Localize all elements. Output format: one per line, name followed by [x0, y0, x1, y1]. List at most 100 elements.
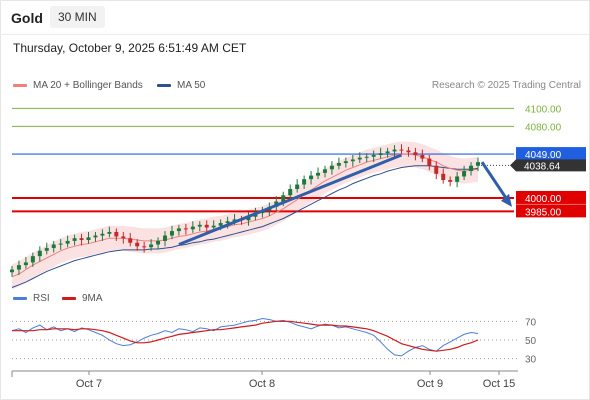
candle-body	[30, 256, 35, 263]
candle-body	[218, 223, 223, 226]
instrument-title: Gold	[11, 10, 43, 26]
candle	[322, 165, 327, 178]
candle	[420, 149, 425, 163]
candle-body	[329, 165, 334, 170]
candle	[44, 242, 49, 255]
candle-body	[100, 233, 105, 236]
candle-body	[357, 157, 362, 160]
x-tick-label: Oct 8	[249, 378, 275, 390]
candle	[302, 175, 307, 189]
candle-body	[232, 219, 237, 222]
candle-body	[65, 240, 70, 244]
candle	[476, 157, 480, 172]
candle-body	[420, 154, 425, 159]
candle-body	[316, 172, 321, 176]
candle	[295, 179, 300, 193]
candle-body	[469, 165, 474, 172]
candle-body	[441, 173, 446, 181]
candle	[378, 147, 383, 159]
candle-body	[364, 156, 369, 158]
ma50-legend-label: MA 50	[177, 80, 206, 91]
ma20-swatch	[13, 84, 27, 87]
candle-body	[434, 165, 439, 174]
candle-body	[183, 228, 188, 230]
candle-body	[288, 189, 293, 196]
candle-body	[72, 238, 77, 241]
candle-body	[406, 150, 411, 153]
candle-body	[79, 238, 84, 241]
candle	[288, 184, 293, 201]
candle-body	[385, 151, 390, 154]
candle-body	[350, 159, 355, 162]
candle-body	[44, 248, 49, 251]
candle-body	[51, 244, 56, 249]
candle	[149, 239, 154, 251]
candle-body	[309, 175, 314, 180]
candle	[72, 234, 77, 246]
rsi-tick-70: 70	[525, 317, 537, 328]
legend-ma50: MA 50	[157, 80, 205, 91]
candle-body	[281, 195, 286, 202]
candle	[58, 239, 63, 250]
candle-body	[343, 161, 348, 164]
candle	[406, 146, 411, 157]
candle	[190, 221, 195, 233]
level-label-4049.00: 4049.00	[525, 150, 562, 161]
level-label-4080.00: 4080.00	[525, 122, 562, 133]
trendline	[178, 153, 403, 246]
candle-body	[399, 149, 404, 151]
candle-body	[455, 176, 460, 182]
candle	[107, 226, 112, 238]
candle	[51, 240, 56, 253]
bollinger-band	[12, 141, 478, 290]
forecast-arrow-head	[501, 193, 512, 207]
candle	[93, 231, 98, 242]
candle-body	[246, 216, 251, 221]
candle	[434, 161, 439, 180]
candle-body	[427, 158, 432, 166]
rsi-ma-line	[12, 320, 479, 352]
candle	[100, 229, 105, 241]
timeframe-badge[interactable]: 30 MIN	[50, 6, 105, 28]
candle	[350, 154, 355, 167]
candle	[364, 153, 369, 163]
candle	[86, 231, 91, 244]
candle	[10, 265, 14, 277]
candle-body	[371, 154, 376, 157]
candle-body	[86, 237, 91, 241]
header-divider	[0, 34, 590, 35]
level-tag-3985.00	[516, 204, 586, 218]
candle-body	[135, 242, 140, 247]
candle-body	[10, 269, 14, 273]
x-tick-label: Oct 9	[417, 378, 443, 390]
candle	[343, 157, 348, 168]
candle-body	[204, 224, 209, 228]
candle	[79, 233, 84, 246]
candle	[114, 228, 119, 241]
legend-ma20: MA 20 + Bollinger Bands	[13, 80, 143, 91]
rsi-tick-50: 50	[525, 336, 537, 347]
candle	[183, 223, 188, 235]
candle-body	[392, 149, 397, 152]
candle	[23, 257, 28, 269]
candle	[135, 239, 140, 251]
rsi-ma-legend-label: 9MA	[82, 293, 103, 304]
rsi-legend-label: RSI	[33, 293, 50, 304]
candle-body	[476, 162, 480, 166]
level-label-3985.00: 3985.00	[525, 207, 562, 218]
legend-rsi-ma: 9MA	[62, 293, 103, 304]
level-tag-4049.00	[516, 147, 586, 161]
candle	[329, 161, 334, 175]
candle-body	[190, 226, 195, 230]
candle	[469, 162, 474, 176]
research-credit: Research © 2025 Trading Central	[431, 80, 581, 91]
ma20-legend-label: MA 20 + Bollinger Bands	[33, 80, 143, 91]
candle	[455, 171, 460, 188]
candle-body	[378, 153, 383, 155]
candle	[169, 225, 174, 240]
candle-body	[302, 179, 307, 185]
candle-body	[322, 169, 327, 173]
candle	[30, 252, 35, 267]
candle-body	[37, 250, 42, 257]
